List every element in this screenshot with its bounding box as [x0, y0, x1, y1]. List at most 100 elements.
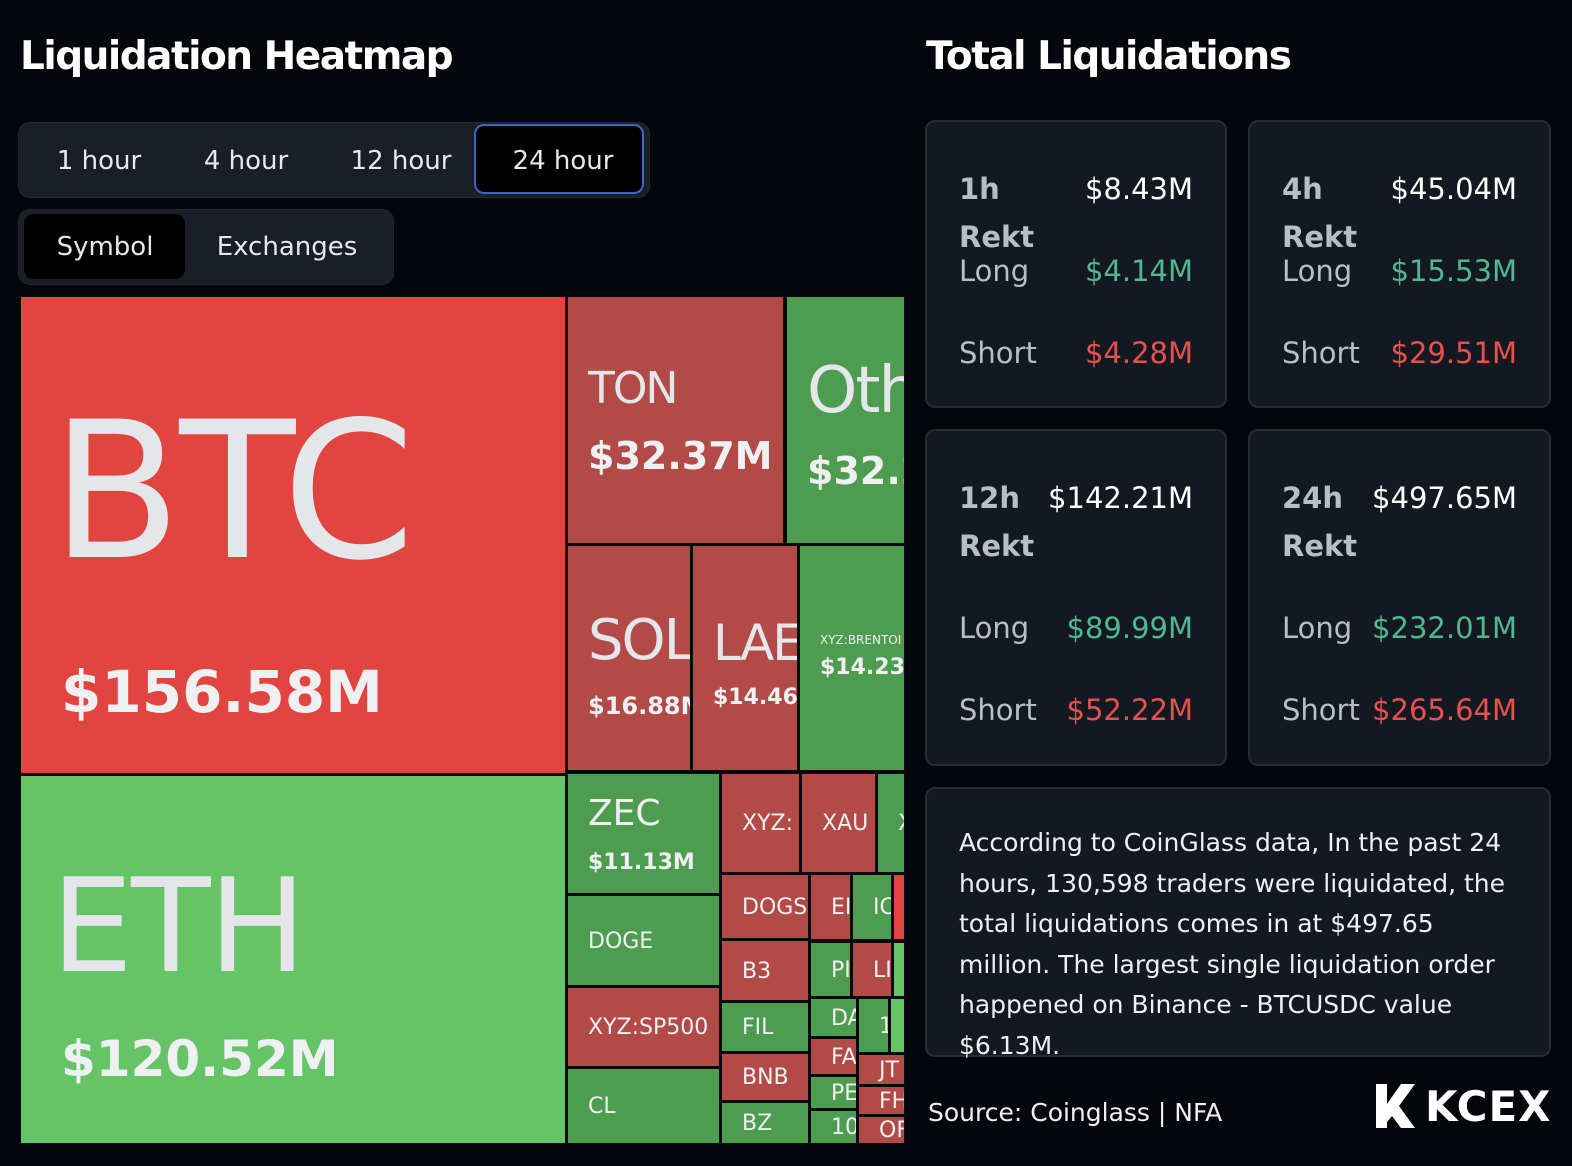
- total: $142.21M: [1048, 481, 1193, 515]
- cell-value: $14.46M: [713, 685, 798, 710]
- cell-label: BZ: [742, 1111, 773, 1136]
- active-tab-bg: [24, 214, 185, 279]
- treemap-cell: DA: [810, 998, 857, 1037]
- tab[interactable]: 4 hour: [203, 146, 289, 176]
- cell-label: DA: [831, 1005, 856, 1031]
- cell-label: Oth: [807, 354, 904, 428]
- cell-label: DOGS: [742, 894, 808, 920]
- period: 12h Rekt: [959, 481, 1035, 563]
- cell-value: $16.88M: [588, 692, 690, 720]
- long-value: $4.14M: [1084, 254, 1193, 288]
- long-label: Long: [1282, 611, 1353, 645]
- cell-label: PE: [831, 1080, 857, 1106]
- stat-card: 4h Rekt $45.04M Long $15.53M Short $29.51M: [1248, 120, 1551, 408]
- cell-label: TON: [588, 363, 678, 414]
- cell-label: BNB: [742, 1065, 789, 1090]
- cell-label: BTC: [51, 381, 415, 602]
- active-tab-bg: [474, 124, 644, 194]
- treemap-cell: LAE $14.46M: [692, 545, 798, 771]
- cell-label: FIL: [742, 1015, 774, 1040]
- short-value: $29.51M: [1390, 336, 1518, 370]
- treemap-cell: ZEC $11.13M: [567, 773, 720, 894]
- short-label: Short: [959, 336, 1037, 370]
- tab[interactable]: Exchanges: [216, 232, 358, 262]
- long-label: Long: [1282, 254, 1353, 288]
- cell-label: IC: [873, 895, 891, 920]
- long-value: $15.53M: [1390, 254, 1518, 288]
- summary-text: According to CoinGlass data, In the past…: [959, 828, 1506, 1060]
- cell-label: JT: [879, 1057, 899, 1083]
- treemap-cell: BZ: [721, 1102, 809, 1144]
- treemap-cell: OF: [858, 1116, 905, 1144]
- logo-text: KCEX: [1425, 1082, 1552, 1131]
- treemap-cell: [893, 942, 905, 997]
- stat-card: 12h Rekt $142.21M Long $89.99M Short $52.22M: [925, 429, 1227, 766]
- cell-label: LI: [873, 957, 892, 983]
- cell-label: XAU: [822, 811, 869, 836]
- cell-value: $11.13M: [588, 850, 695, 875]
- cell-value: $120.52M: [61, 1030, 339, 1088]
- tab[interactable]: Symbol: [56, 232, 154, 262]
- cell-label: ETH: [51, 850, 306, 1002]
- short-label: Short: [1282, 693, 1360, 727]
- cell-label: FA: [831, 1044, 857, 1070]
- short-label: Short: [959, 693, 1037, 727]
- cell-value: $32.2: [807, 449, 904, 493]
- short-value: $265.64M: [1372, 693, 1517, 727]
- treemap-cell: FH: [858, 1086, 905, 1115]
- cell-label: X: [898, 813, 904, 835]
- heatmap-title: Liquidation Heatmap: [20, 34, 454, 79]
- tab[interactable]: 24 hour: [512, 146, 614, 176]
- treemap-cell: PE: [810, 1076, 857, 1109]
- period: 24h Rekt: [1282, 481, 1358, 563]
- treemap-cell: DOGS: [721, 874, 809, 939]
- cell-value: $14.23M: [820, 655, 905, 680]
- treemap-cell: BTC $156.58M: [20, 296, 566, 774]
- cell-label: PI: [831, 957, 851, 983]
- cell-value: $156.58M: [61, 658, 383, 726]
- treemap-cell: XYZ:BRENTOI $14.23M: [799, 545, 905, 771]
- time-tabs: 1 hour 4 hour 12 hour 24 hour: [18, 122, 650, 198]
- treemap-cell: SOL $16.88M: [567, 545, 691, 771]
- treemap-cell: X: [877, 773, 905, 873]
- treemap-cell: Oth $32.2: [786, 296, 905, 544]
- view-tabs: Symbol Exchanges: [18, 209, 394, 285]
- treemap-cell: ETH $120.52M: [20, 775, 566, 1144]
- treemap-cell: CL: [567, 1068, 720, 1144]
- cell-label: XYZ:: [742, 811, 793, 836]
- period: 1h Rekt: [959, 172, 1035, 254]
- treemap-cell: XYZ:SP500: [567, 987, 720, 1067]
- cell-value: $32.37M: [588, 434, 773, 478]
- totals-title: Total Liquidations: [926, 34, 1292, 79]
- treemap-cell: DOGE: [567, 895, 720, 986]
- tab[interactable]: 12 hour: [350, 146, 452, 176]
- cell-label: ZEC: [588, 793, 661, 834]
- summary-card: According to CoinGlass data, In the past…: [925, 787, 1551, 1060]
- cell-label: EI: [831, 895, 851, 920]
- treemap-cell: 10: [810, 1110, 857, 1144]
- treemap-cell: 1: [858, 998, 889, 1053]
- logo-icon: [1376, 1084, 1415, 1128]
- total: $497.65M: [1372, 481, 1517, 515]
- treemap-cell: IC: [852, 874, 892, 940]
- treemap-cell: XYZ:: [721, 773, 800, 873]
- cell-label: XYZ:BRENTOI: [820, 633, 902, 647]
- source: Source: Coinglass | NFA: [928, 1098, 1223, 1127]
- short-value: $4.28M: [1084, 336, 1193, 370]
- treemap-cell: EI: [810, 874, 851, 940]
- treemap-cell: B3: [721, 940, 809, 1001]
- short-label: Short: [1282, 336, 1360, 370]
- short-value: $52.22M: [1066, 693, 1194, 727]
- treemap-cell: BNB: [721, 1053, 809, 1101]
- long-value: $89.99M: [1066, 611, 1194, 645]
- cell-label: B3: [742, 958, 772, 984]
- tab[interactable]: 1 hour: [56, 146, 142, 176]
- cell-label: OF: [879, 1118, 904, 1143]
- cell-label: LAE: [713, 614, 798, 672]
- long-value: $232.01M: [1372, 611, 1517, 645]
- cell-label: 1: [879, 1015, 888, 1038]
- treemap-cell: [890, 998, 905, 1053]
- long-label: Long: [959, 254, 1030, 288]
- treemap-cell: TON $32.37M: [567, 296, 784, 544]
